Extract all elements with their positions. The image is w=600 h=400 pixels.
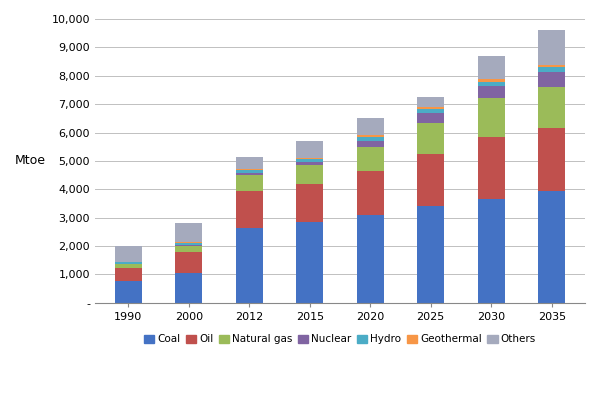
Legend: Coal, Oil, Natural gas, Nuclear, Hydro, Geothermal, Others: Coal, Oil, Natural gas, Nuclear, Hydro, … bbox=[140, 330, 540, 349]
Bar bbox=[236, 191, 263, 228]
Bar bbox=[115, 282, 142, 303]
Bar bbox=[356, 118, 384, 136]
Bar bbox=[478, 137, 505, 199]
Y-axis label: Mtoe: Mtoe bbox=[15, 154, 46, 167]
Bar bbox=[356, 147, 384, 171]
Bar bbox=[115, 262, 142, 264]
Bar bbox=[478, 82, 505, 86]
Bar bbox=[538, 128, 565, 191]
Bar bbox=[236, 175, 263, 191]
Bar bbox=[236, 170, 263, 173]
Bar bbox=[478, 199, 505, 303]
Bar bbox=[356, 171, 384, 215]
Bar bbox=[417, 122, 445, 154]
Bar bbox=[236, 169, 263, 170]
Bar bbox=[478, 79, 505, 82]
Bar bbox=[115, 264, 142, 268]
Bar bbox=[538, 67, 565, 72]
Bar bbox=[175, 242, 202, 243]
Bar bbox=[175, 273, 202, 303]
Bar bbox=[296, 222, 323, 303]
Bar bbox=[175, 243, 202, 245]
Bar bbox=[538, 191, 565, 303]
Bar bbox=[236, 228, 263, 303]
Bar bbox=[296, 158, 323, 159]
Bar bbox=[417, 206, 445, 303]
Bar bbox=[478, 98, 505, 137]
Bar bbox=[236, 157, 263, 169]
Bar bbox=[296, 165, 323, 184]
Bar bbox=[538, 64, 565, 67]
Bar bbox=[417, 109, 445, 113]
Bar bbox=[115, 246, 142, 262]
Bar bbox=[175, 246, 202, 252]
Bar bbox=[356, 136, 384, 137]
Bar bbox=[356, 137, 384, 141]
Bar bbox=[538, 72, 565, 87]
Bar bbox=[478, 86, 505, 98]
Bar bbox=[356, 215, 384, 303]
Bar bbox=[175, 223, 202, 242]
Bar bbox=[417, 154, 445, 206]
Bar bbox=[175, 252, 202, 273]
Bar bbox=[356, 141, 384, 147]
Bar bbox=[115, 268, 142, 282]
Bar bbox=[296, 159, 323, 162]
Bar bbox=[417, 113, 445, 122]
Bar bbox=[236, 173, 263, 175]
Bar bbox=[296, 141, 323, 158]
Bar bbox=[538, 30, 565, 64]
Bar bbox=[175, 245, 202, 246]
Bar bbox=[296, 184, 323, 222]
Bar bbox=[417, 97, 445, 107]
Bar bbox=[538, 87, 565, 128]
Bar bbox=[478, 56, 505, 79]
Bar bbox=[296, 162, 323, 165]
Bar bbox=[417, 107, 445, 109]
